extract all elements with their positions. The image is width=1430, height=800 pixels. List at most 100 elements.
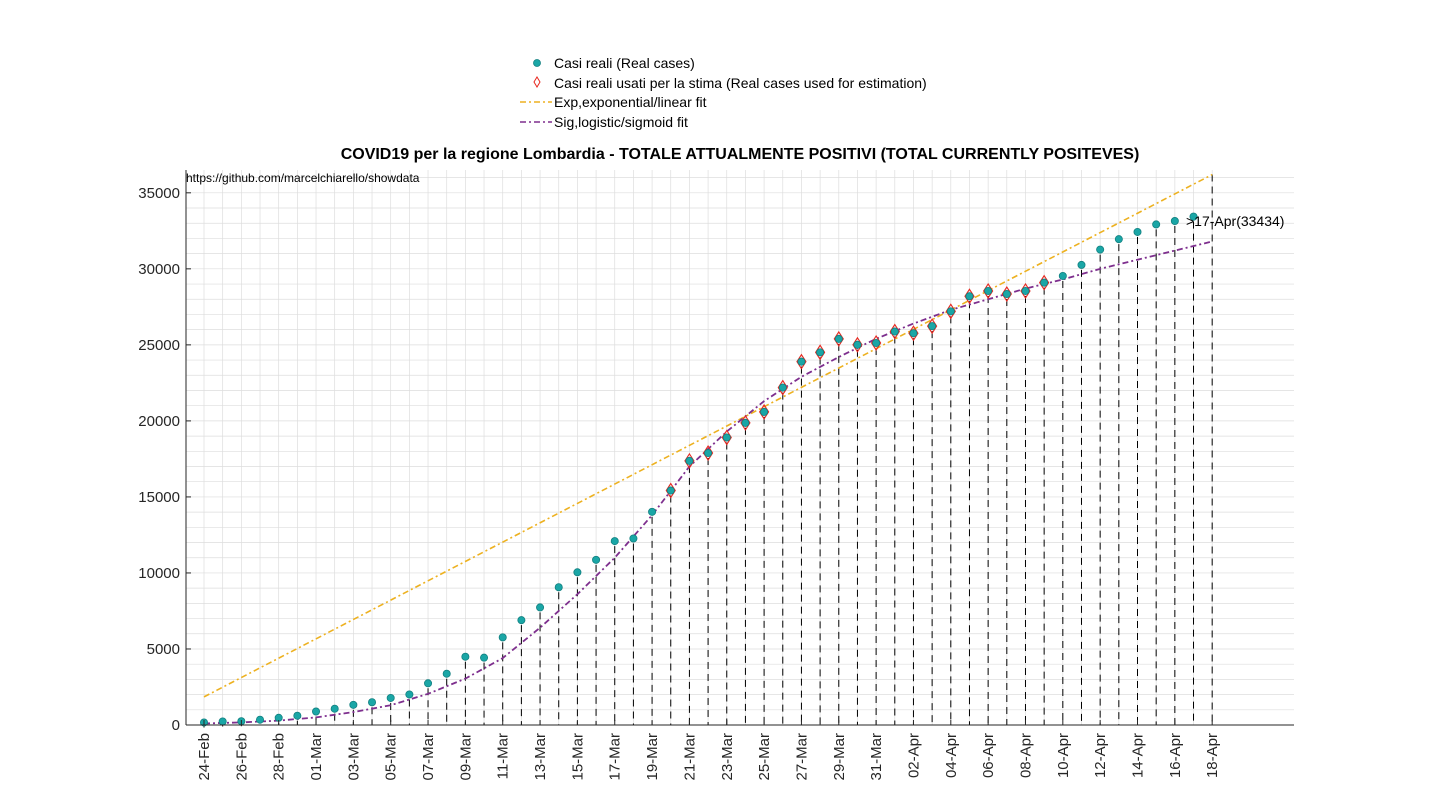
data-points [199, 212, 1198, 727]
x-tick-label: 04-Apr [943, 733, 960, 778]
real-case-point [965, 292, 974, 301]
real-case-point [1170, 217, 1179, 226]
y-tick-label: 0 [172, 717, 180, 734]
real-case-point [312, 707, 321, 716]
real-case-point [461, 652, 470, 661]
real-case-point [704, 449, 713, 458]
real-case-point [872, 338, 881, 347]
legend-label-sig: Sig,logistic/sigmoid fit [554, 114, 688, 130]
real-case-point [1114, 235, 1123, 244]
source-note: https://github.com/marcelchiarello/showd… [186, 171, 420, 185]
real-case-point [1152, 220, 1161, 229]
real-case-point [293, 711, 302, 720]
real-case-point [1021, 286, 1030, 295]
x-tick-label: 01-Mar [308, 733, 325, 781]
x-tick-label: 21-Mar [681, 733, 698, 781]
real-case-point [741, 418, 750, 427]
x-tick-label: 05-Mar [383, 733, 400, 781]
real-case-point [517, 616, 526, 625]
x-tick-label: 23-Mar [719, 733, 736, 781]
real-case-point [1133, 227, 1142, 236]
axes [185, 170, 1294, 726]
legend-label-real: Casi reali (Real cases) [554, 55, 695, 71]
legend: Casi reali (Real cases) Casi reali usati… [520, 55, 927, 130]
real-case-point [498, 633, 507, 642]
y-tick-label: 30000 [138, 261, 180, 278]
real-case-point [984, 286, 993, 295]
y-tick-label: 20000 [138, 413, 180, 430]
real-case-point [760, 407, 769, 416]
real-case-point [218, 717, 227, 726]
last-value-annotation: >17-Apr(33434) [1186, 213, 1284, 229]
real-case-point [890, 327, 899, 336]
real-case-point [1040, 278, 1049, 287]
x-tick-label: 26-Feb [233, 733, 250, 781]
x-tick-label: 12-Apr [1092, 733, 1109, 778]
real-case-point [1002, 290, 1011, 299]
real-case-point [666, 486, 675, 495]
x-tick-label: 27-Mar [793, 733, 810, 781]
real-case-point [685, 456, 694, 465]
real-case-point [573, 568, 582, 577]
y-tick-label: 5000 [147, 641, 180, 658]
real-case-point [778, 383, 787, 392]
x-tick-label: 03-Mar [345, 733, 362, 781]
x-tick-label: 07-Mar [420, 733, 437, 781]
real-case-point [1189, 212, 1198, 221]
x-tick-label: 09-Mar [457, 733, 474, 781]
real-case-point [853, 340, 862, 349]
x-tick-label: 15-Mar [569, 733, 586, 781]
x-tick-label: 28-Feb [271, 733, 288, 781]
legend-marker-real [533, 59, 541, 67]
x-tick-label: 17-Mar [607, 733, 624, 781]
legend-label-exp: Exp,exponential/linear fit [554, 94, 707, 110]
x-tick-label: 18-Apr [1204, 733, 1221, 778]
real-case-point [1096, 245, 1105, 254]
real-case-point [610, 537, 619, 546]
real-case-point [536, 603, 545, 612]
real-case-point [442, 669, 451, 678]
real-case-point [946, 307, 955, 316]
x-tick-label: 06-Apr [980, 733, 997, 778]
legend-marker-estimation [533, 76, 541, 88]
real-case-point [330, 704, 339, 713]
real-case-point [592, 555, 601, 564]
y-tick-label: 10000 [138, 565, 180, 582]
tick-labels: 0 5000 10000 15000 20000 25000 30000 35000 24-Fe… [138, 185, 1221, 781]
drop-lines [203, 174, 1213, 728]
real-case-point [405, 690, 414, 699]
y-tick-label: 25000 [138, 337, 180, 354]
x-tick-label: 19-Mar [644, 733, 661, 781]
real-case-point [554, 583, 563, 592]
x-tick-label: 11-Mar [495, 733, 512, 779]
x-tick-label: 25-Mar [756, 733, 773, 781]
real-case-point [368, 698, 377, 707]
x-tick-label: 08-Apr [1017, 733, 1034, 778]
chart-title: COVID19 per la regione Lombardia - TOTAL… [341, 146, 1140, 163]
x-tick-label: 24-Feb [196, 733, 213, 781]
x-tick-label: 10-Apr [1055, 733, 1072, 778]
real-case-point [629, 534, 638, 543]
real-case-point [1058, 271, 1067, 280]
real-case-point [909, 329, 918, 338]
real-case-point [349, 700, 358, 709]
real-case-point [816, 348, 825, 357]
x-tick-label: 13-Mar [532, 733, 549, 781]
x-tick-label: 16-Apr [1167, 733, 1184, 778]
y-tick-label: 15000 [138, 489, 180, 506]
real-case-point [256, 715, 265, 724]
real-case-point [386, 693, 395, 702]
real-case-point [928, 322, 937, 331]
grid [186, 170, 1294, 725]
real-case-point [648, 507, 657, 516]
x-tick-label: 31-Mar [868, 733, 885, 781]
real-case-point [834, 334, 843, 343]
real-case-point [424, 679, 433, 688]
x-tick-label: 14-Apr [1130, 733, 1147, 778]
legend-label-estimation: Casi reali usati per la stima (Real case… [554, 75, 927, 91]
real-case-point [480, 653, 489, 662]
y-tick-label: 35000 [138, 185, 180, 202]
real-case-point [1077, 260, 1086, 269]
x-tick-label: 02-Apr [905, 733, 922, 778]
